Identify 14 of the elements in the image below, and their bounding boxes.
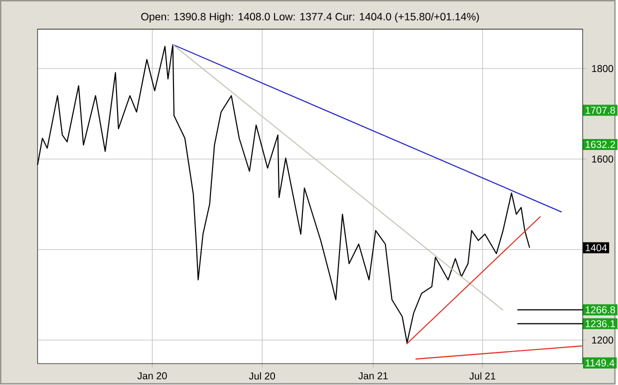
x-tick-label: Jul 21 xyxy=(469,372,496,380)
annotation: 1149.4 xyxy=(586,360,614,367)
x-tick-label: Jan 21 xyxy=(358,372,388,380)
ref-line-label: 1266.8 xyxy=(586,306,616,314)
ref-line-label: 1236.1 xyxy=(586,320,615,328)
x-tick-label: Jul 20 xyxy=(249,372,276,380)
y-tick-label: 1800 xyxy=(592,65,614,72)
chart-title: Open: 1390.8 High: 1408.0 Low: 1377.4 Cur: 1404.0 (+15.80/+01.14%) xyxy=(141,12,479,23)
y-tick-label: 1200 xyxy=(592,336,614,344)
annotation: 1707.8 xyxy=(586,106,616,114)
annotation: 1404 xyxy=(586,244,607,252)
y-tick-label: 1600 xyxy=(592,156,614,163)
annotation: 1632.2 xyxy=(586,141,615,148)
x-tick-label: Jan 20 xyxy=(137,372,167,380)
